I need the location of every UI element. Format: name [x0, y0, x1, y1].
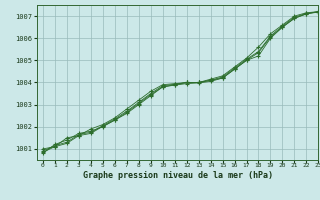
X-axis label: Graphe pression niveau de la mer (hPa): Graphe pression niveau de la mer (hPa) — [83, 171, 273, 180]
